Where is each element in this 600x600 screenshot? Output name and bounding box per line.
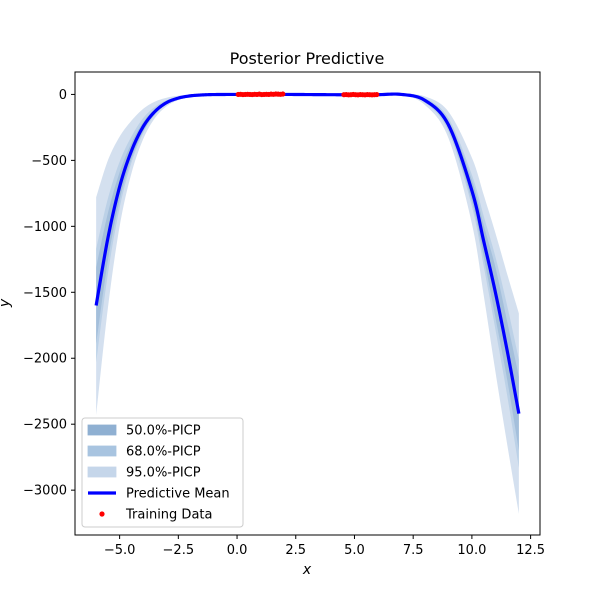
legend-swatch-95-0-picp xyxy=(87,466,117,478)
training-point xyxy=(280,91,286,97)
legend-label-50-0-picp: 50.0%-PICP xyxy=(126,424,201,439)
predictive-mean-line xyxy=(94,92,521,414)
x-axis: −5.0 −2.5 0.0 2.5 5.0 7.5 10.0 12.5 xyxy=(104,535,545,558)
x-tick-label: 0.0 xyxy=(227,543,248,558)
x-axis-label: x xyxy=(302,562,312,578)
legend-swatch-50-0-picp xyxy=(87,424,117,436)
y-tick-label: −2000 xyxy=(23,352,67,367)
chart-title: Posterior Predictive xyxy=(230,49,385,68)
y-tick-label: −500 xyxy=(31,154,67,169)
x-tick-label: −5.0 xyxy=(104,543,136,558)
plot-area xyxy=(94,91,521,514)
legend-label-predictive-mean: Predictive Mean xyxy=(126,487,230,502)
x-tick-label: 5.0 xyxy=(344,543,365,558)
plot-frame xyxy=(74,71,541,536)
plot-content xyxy=(94,91,521,514)
legend-box xyxy=(81,417,244,528)
y-tick-label: −1500 xyxy=(23,286,67,301)
legend-swatch-68-0-picp xyxy=(87,445,117,457)
y-tick-label: −2500 xyxy=(23,418,67,433)
x-tick-label: −2.5 xyxy=(163,543,195,558)
interval-band-50-0-picp xyxy=(96,94,519,451)
y-tick-label: 0 xyxy=(59,88,67,103)
legend-label-training-data: Training Data xyxy=(125,508,212,523)
x-tick-label: 12.5 xyxy=(516,543,545,558)
x-tick-label: 2.5 xyxy=(285,543,306,558)
y-axis: 0 −500 −1000 −1500 −2000 −2500 −3000 xyxy=(23,88,75,499)
y-axis-label: y xyxy=(0,298,13,308)
legend-label-68-0-picp: 68.0%-PICP xyxy=(126,445,201,460)
legend-label-95-0-picp: 95.0%-PICP xyxy=(126,466,201,481)
legend: 50.0%-PICP 68.0%-PICP 95.0%-PICP Predictive… xyxy=(81,417,244,528)
legend-swatch-training-data xyxy=(99,511,105,517)
x-tick-label: 10.0 xyxy=(457,543,486,558)
training-point xyxy=(374,91,380,98)
y-tick-label: −1000 xyxy=(23,220,67,235)
y-tick-label: −3000 xyxy=(23,484,67,499)
x-tick-label: 7.5 xyxy=(403,543,424,558)
